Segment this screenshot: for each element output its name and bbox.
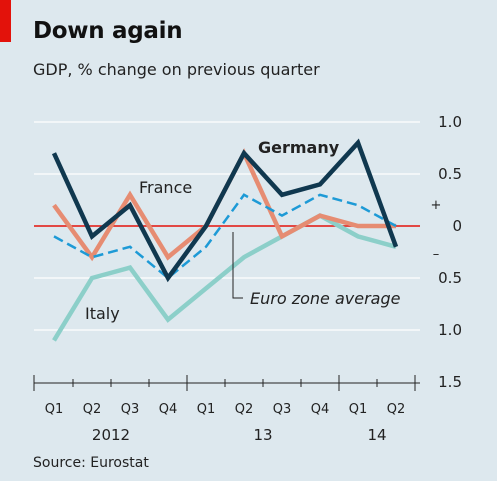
x-tick-label: Q2 xyxy=(83,402,102,417)
chart-subtitle: GDP, % change on previous quarter xyxy=(33,60,320,79)
x-tick-label: Q3 xyxy=(121,402,140,417)
y-tick-label: 0.5 xyxy=(438,269,462,287)
france-series-label: France xyxy=(139,178,192,197)
germany-series-line xyxy=(51,138,399,283)
x-tick-label: Q4 xyxy=(159,402,178,417)
x-tick-label: Q1 xyxy=(349,402,368,417)
euro-series-line xyxy=(53,193,397,280)
y-tick-label: 1.0 xyxy=(438,113,462,131)
x-tick-label: Q3 xyxy=(273,402,292,417)
italy-series-line xyxy=(52,213,397,342)
italy-series-label: Italy xyxy=(85,304,120,323)
y-tick-label: 0 xyxy=(452,217,462,235)
x-tick-label: Q1 xyxy=(197,402,216,417)
y-tick-label: 1.0 xyxy=(438,321,462,339)
brand-tab xyxy=(0,0,11,42)
x-tick-label: Q2 xyxy=(235,402,254,417)
germany-series-label: Germany xyxy=(258,138,340,157)
x-year-label: 13 xyxy=(253,426,272,444)
minus-sign: – xyxy=(433,247,440,262)
x-year-label: 2012 xyxy=(92,426,130,444)
plus-sign: + xyxy=(431,198,442,213)
y-tick-label: 0.5 xyxy=(438,165,462,183)
euro-series-label: Euro zone average xyxy=(250,289,401,308)
x-tick-label: Q1 xyxy=(45,402,64,417)
chart-title: Down again xyxy=(33,18,183,44)
euro-label-leader xyxy=(232,232,243,299)
y-tick-label: 1.5 xyxy=(438,373,462,391)
chart-source: Source: Eurostat xyxy=(33,455,149,471)
x-tick-label: Q4 xyxy=(311,402,330,417)
x-tick-label: Q2 xyxy=(387,402,406,417)
x-year-label: 14 xyxy=(367,426,386,444)
france-series-line xyxy=(52,148,396,262)
